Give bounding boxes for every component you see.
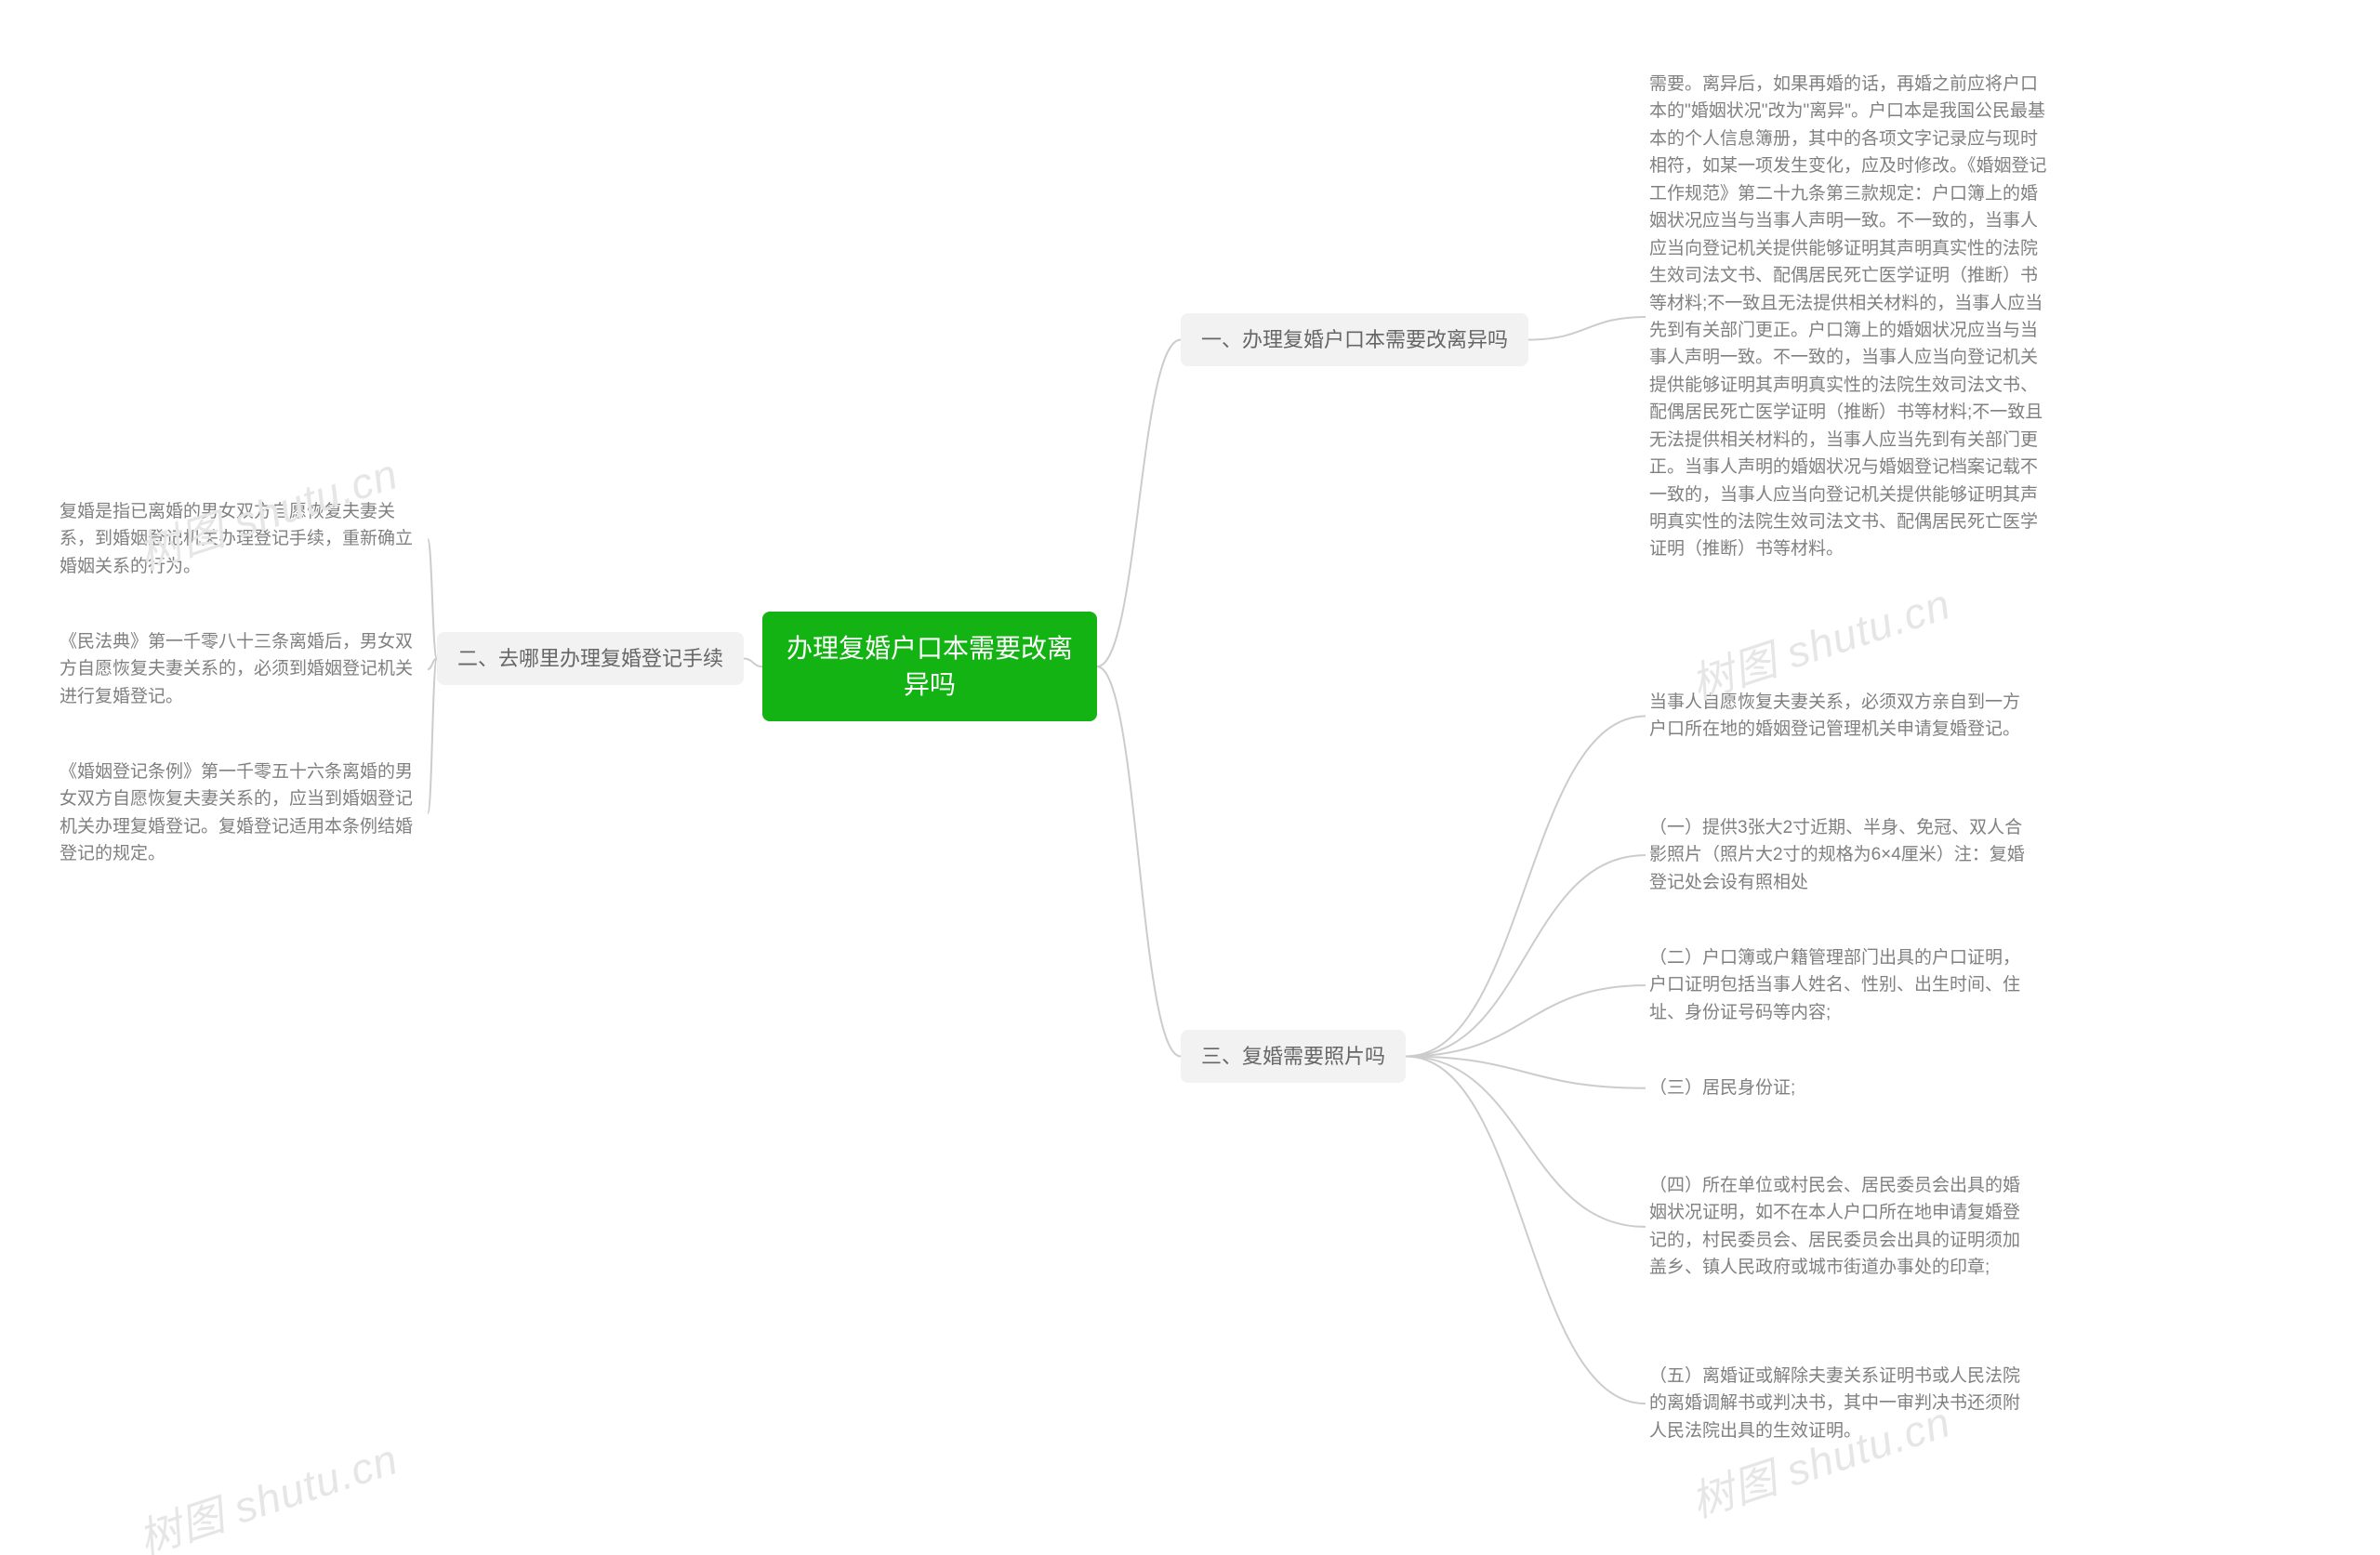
leaf-node: （一）提供3张大2寸近期、半身、免冠、双人合影照片（照片大2寸的规格为6×4厘米… (1646, 809, 2036, 902)
leaf-node: 当事人自愿恢复夫妻关系，必须双方亲自到一方户口所在地的婚姻登记管理机关申请复婚登… (1646, 683, 2036, 749)
branch-node-3: 三、复婚需要照片吗 (1181, 1030, 1406, 1083)
mind-map-canvas: 办理复婚户口本需要改离异吗 一、办理复婚户口本需要改离异吗 需要。离异后，如果再… (0, 0, 2380, 1555)
leaf-node: （二）户口簿或户籍管理部门出具的户口证明，户口证明包括当事人姓名、性别、出生时间… (1646, 939, 2036, 1032)
leaf-node: （四）所在单位或村民会、居民委员会出具的婚姻状况证明，如不在本人户口所在地申请复… (1646, 1166, 2036, 1287)
watermark: 树图 shutu.cn (130, 1426, 405, 1555)
root-node: 办理复婚户口本需要改离异吗 (762, 612, 1097, 721)
leaf-node: 《民法典》第一千零八十三条离婚后，男女双方自愿恢复夫妻关系的，必须到婚姻登记机关… (56, 623, 428, 716)
branch-node-2: 二、去哪里办理复婚登记手续 (437, 632, 744, 685)
leaf-node: 《婚姻登记条例》第一千零五十六条离婚的男女双方自愿恢复夫妻关系的，应当到婚姻登记… (56, 753, 428, 874)
leaf-node: 复婚是指已离婚的男女双方自愿恢复夫妻关系，到婚姻登记机关办理登记手续，重新确立婚… (56, 493, 428, 586)
branch-node-1: 一、办理复婚户口本需要改离异吗 (1181, 313, 1528, 366)
leaf-node: 需要。离异后，如果再婚的话，再婚之前应将户口本的"婚姻状况"改为"离异"。户口本… (1646, 65, 2055, 569)
leaf-node: （三）居民身份证; (1646, 1069, 2036, 1107)
leaf-node: （五）离婚证或解除夫妻关系证明书或人民法院的离婚调解书或判决书，其中一审判决书还… (1646, 1357, 2036, 1450)
